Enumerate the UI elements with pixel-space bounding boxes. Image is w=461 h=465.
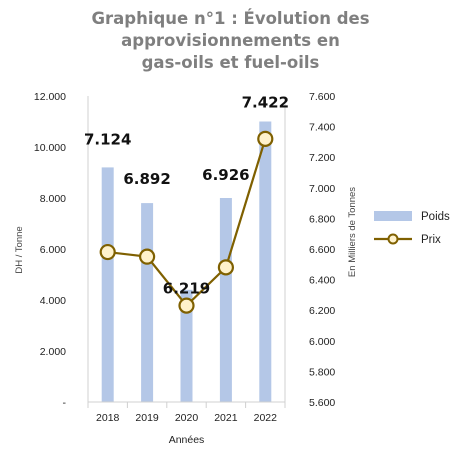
right-axis-tick-label: 7.600 [309, 91, 335, 103]
left-axis-tick-label: 2.000 [40, 346, 66, 358]
bar-2018 [101, 167, 114, 402]
data-label-2022: 7.422 [242, 94, 289, 112]
data-label-2018: 7.124 [84, 130, 131, 148]
data-label-2019: 6.892 [123, 170, 170, 188]
left-axis-title: DH / Tonne [14, 226, 25, 273]
chart-title-line-2: approvisionnements en [121, 31, 340, 50]
data-label-2020: 6.219 [163, 280, 210, 298]
x-tick-label-2022: 2022 [254, 412, 278, 424]
bar-2019 [141, 203, 154, 402]
left-axis-tick-label: 4.000 [40, 295, 66, 307]
prix-point-2021 [217, 259, 234, 276]
chart-title: Graphique n°1 : Évolution des approvisio… [0, 8, 461, 74]
right-axis-title: En Milliers de Tonnes [347, 187, 358, 277]
prix-point-2018 [99, 243, 116, 261]
right-axis-tick-label: 7.000 [309, 183, 335, 195]
left-axis-tick-label: 10.000 [34, 142, 66, 154]
x-tick-label-2018: 2018 [96, 412, 120, 424]
prix-point-2022 [257, 130, 274, 147]
right-axis-tick-label: 6.800 [309, 213, 335, 225]
legend-swatch-poids [374, 211, 412, 221]
prix-point-2020 [178, 297, 195, 314]
x-tick-label-2021: 2021 [214, 412, 238, 424]
bar-2021 [219, 198, 232, 402]
legend-label-prix: Prix [421, 234, 441, 246]
bar-2022 [259, 121, 272, 402]
right-axis-tick-label: 6.400 [309, 275, 335, 287]
right-axis-tick-label: 7.200 [309, 152, 335, 164]
right-axis-tick-label: 5.800 [309, 366, 335, 378]
legend-swatch-prix-marker [387, 233, 399, 245]
legend-label-poids: Poids [421, 211, 450, 223]
x-tick-label-2019: 2019 [135, 412, 159, 424]
bar-2020 [180, 289, 193, 402]
right-axis-tick-label: 6.200 [309, 305, 335, 317]
data-label-2021: 6.926 [202, 166, 249, 184]
x-tick-label-2020: 2020 [175, 412, 199, 424]
right-axis-tick-label: 6.600 [309, 244, 335, 256]
right-axis-tick-label: 7.400 [309, 122, 335, 134]
right-axis-tick-label: 6.000 [309, 336, 335, 348]
left-axis-tick-label: - [63, 397, 67, 409]
chart-title-line-3: gas-oils et fuel-oils [141, 53, 320, 72]
left-axis-tick-label: 12.000 [34, 91, 66, 103]
left-axis-tick-label: 6.000 [40, 244, 66, 256]
left-axis-tick-label: 8.000 [40, 193, 66, 205]
prix-point-2019 [139, 248, 156, 265]
right-axis-tick-label: 5.600 [309, 397, 335, 409]
x-axis-title: Années [169, 434, 205, 446]
chart-title-line-1: Graphique n°1 : Évolution des [91, 9, 370, 28]
